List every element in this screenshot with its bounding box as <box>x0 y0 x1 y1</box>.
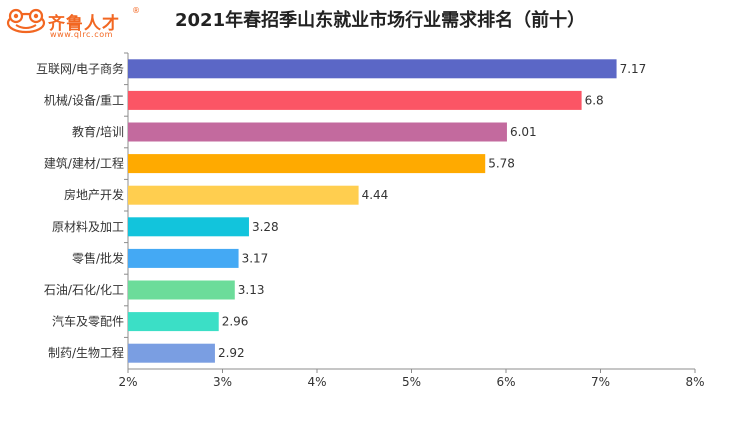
value-label: 5.78 <box>488 157 515 171</box>
logo-registered-mark: ® <box>132 6 140 15</box>
value-label: 3.13 <box>238 283 265 297</box>
bar <box>128 280 235 300</box>
category-label: 教育/培训 <box>72 124 124 139</box>
value-label: 2.96 <box>222 315 249 329</box>
category-label: 互联网/电子商务 <box>36 61 124 76</box>
bar <box>128 248 239 268</box>
category-label: 石油/石化/化工 <box>44 283 124 297</box>
x-tick-label: 8% <box>685 375 704 389</box>
value-label: 2.92 <box>218 346 245 360</box>
value-label: 3.17 <box>242 251 269 265</box>
x-tick-label: 6% <box>496 375 515 389</box>
category-label: 零售/批发 <box>72 250 124 265</box>
x-tick-label: 3% <box>213 375 232 389</box>
x-tick-label: 2% <box>118 375 137 389</box>
value-label: 6.01 <box>510 125 537 139</box>
category-label: 房地产开发 <box>64 187 124 202</box>
logo: 齐鲁人才 ® www.qlrc.com <box>6 6 146 46</box>
bar <box>128 312 219 332</box>
x-tick-label: 7% <box>591 375 610 389</box>
bar <box>128 217 249 237</box>
bar <box>128 154 486 174</box>
bar <box>128 343 215 363</box>
frog-logo-icon <box>6 8 46 34</box>
x-tick-label: 4% <box>307 375 326 389</box>
bar <box>128 185 359 205</box>
value-label: 4.44 <box>362 188 389 202</box>
x-tick-label: 5% <box>402 375 421 389</box>
bar <box>128 90 582 110</box>
category-label: 机械/设备/重工 <box>44 92 124 107</box>
chart-title: 2021年春招季山东就业市场行业需求排名（前十） <box>175 10 586 31</box>
logo-url: www.qlrc.com <box>50 30 114 39</box>
bar <box>128 59 617 79</box>
value-label: 6.8 <box>585 93 604 107</box>
category-label: 汽车及零配件 <box>52 314 124 329</box>
category-label: 原材料及加工 <box>52 220 124 234</box>
bar <box>128 122 507 142</box>
category-label: 建筑/建材/工程 <box>44 156 124 171</box>
value-label: 7.17 <box>620 62 647 76</box>
logo-name: 齐鲁人才 <box>48 14 120 34</box>
value-label: 3.28 <box>252 220 279 234</box>
category-label: 制药/生物工程 <box>48 345 124 360</box>
